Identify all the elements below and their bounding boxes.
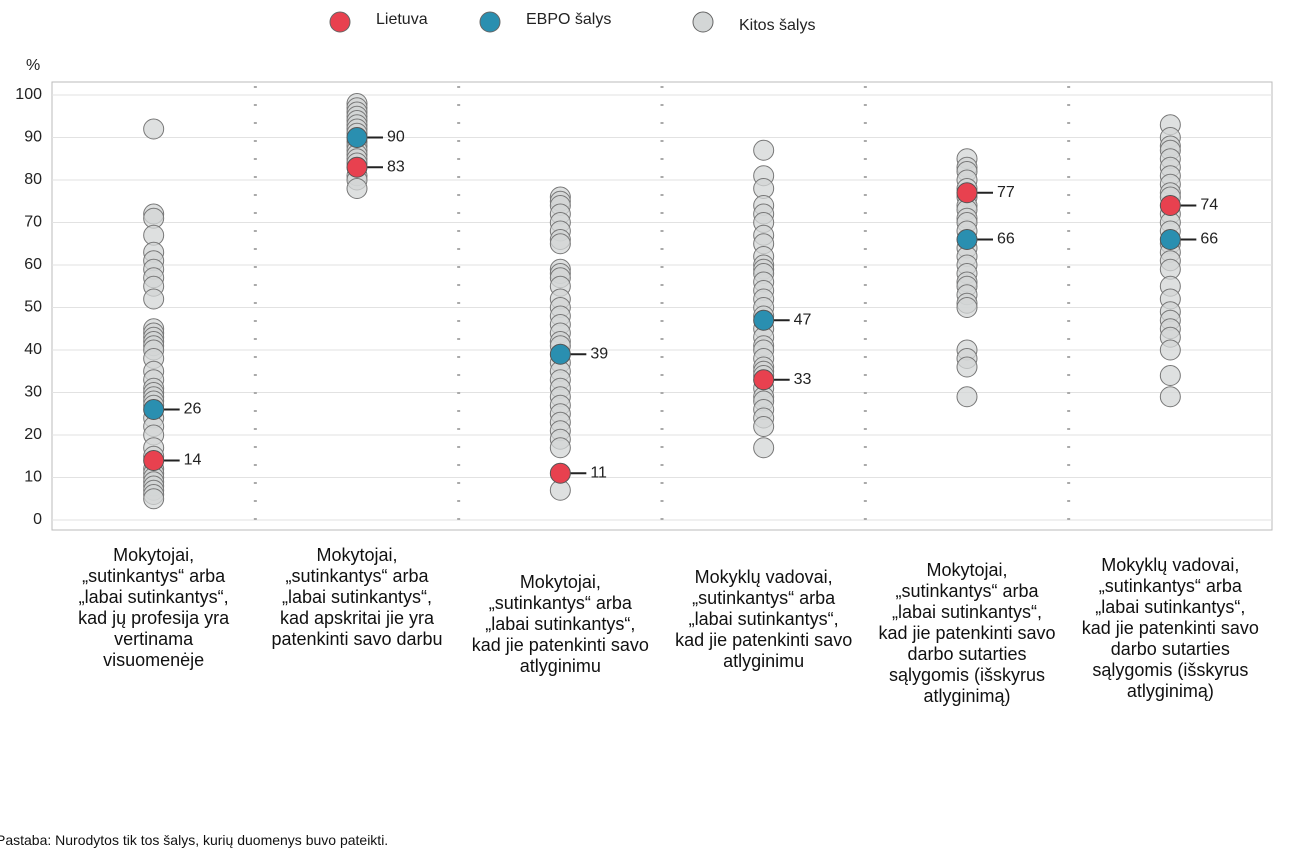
data-label: 11 xyxy=(590,464,607,481)
data-label: 14 xyxy=(184,452,202,469)
y-tick-label: 40 xyxy=(24,341,42,358)
other-country-dot xyxy=(956,386,978,408)
data-label: 66 xyxy=(997,231,1015,248)
other-country-dot xyxy=(143,288,165,310)
data-label: 90 xyxy=(387,129,405,146)
x-tick-label: Mokyklų vadovai, „sutinkantys“ arba „lab… xyxy=(675,567,853,671)
data-label: 26 xyxy=(184,401,202,418)
dot xyxy=(346,127,368,148)
other-country-dot xyxy=(753,139,775,161)
data-label: 66 xyxy=(1200,231,1218,248)
dot xyxy=(1159,229,1181,250)
other-country-dot xyxy=(143,488,165,510)
legend-swatch xyxy=(329,11,351,33)
other-country-dot xyxy=(143,118,165,140)
footnote: Pastaba: Nurodytos tik tos šalys, kurių … xyxy=(0,832,389,848)
dot xyxy=(1159,195,1181,216)
data-label: 83 xyxy=(387,158,405,175)
legend-swatch xyxy=(692,11,714,33)
legend-swatch xyxy=(479,11,501,33)
y-tick-label: 100 xyxy=(15,86,42,103)
legend-label: EBPO šalys xyxy=(526,11,611,28)
dot xyxy=(346,156,368,178)
other-country-dot xyxy=(549,233,571,255)
other-country-dot xyxy=(956,356,978,378)
y-tick-label: 60 xyxy=(24,256,42,273)
other-country-dot xyxy=(753,416,775,437)
dot xyxy=(956,229,978,250)
x-tick-label: Mokytojai, „sutinkantys“ arba „labai sut… xyxy=(78,545,230,670)
y-tick-label: 30 xyxy=(24,384,42,401)
x-tick-label: Mokytojai, „sutinkantys“ arba „labai sut… xyxy=(471,572,649,676)
y-tick-label: 70 xyxy=(24,214,42,231)
data-label: 47 xyxy=(794,311,812,328)
other-country-dot xyxy=(1159,339,1181,361)
other-country-dot xyxy=(956,297,978,318)
data-label: 77 xyxy=(997,184,1015,201)
other-country-dot xyxy=(549,437,571,459)
legend-label: Kitos šalys xyxy=(739,17,815,34)
y-tick-label: 50 xyxy=(24,299,42,316)
data-label: 33 xyxy=(794,371,812,388)
dot xyxy=(143,399,165,420)
dot xyxy=(753,309,775,331)
legend-label: Lietuva xyxy=(376,11,428,28)
y-tick-label: 0 xyxy=(33,511,42,528)
x-tick-label: Mokyklų vadovai, „sutinkantys“ arba „lab… xyxy=(1081,555,1259,701)
x-tick-label: Mokytojai, „sutinkantys“ arba „labai sut… xyxy=(878,560,1056,706)
plot-frame xyxy=(51,81,1273,531)
y-tick-label: 90 xyxy=(24,129,42,146)
data-label: 39 xyxy=(590,345,608,362)
dot xyxy=(753,369,775,391)
other-country-dot xyxy=(346,178,368,199)
other-country-dot xyxy=(1159,365,1181,386)
y-tick-label: 80 xyxy=(24,171,42,188)
dot xyxy=(956,182,978,204)
dot xyxy=(143,450,165,471)
y-axis-label: % xyxy=(26,57,40,74)
dot xyxy=(549,343,571,365)
other-country-dot xyxy=(753,437,775,459)
y-tick-label: 20 xyxy=(24,426,42,443)
y-tick-label: 10 xyxy=(24,469,42,486)
data-label: 74 xyxy=(1200,197,1218,214)
dot xyxy=(549,462,571,484)
other-country-dot xyxy=(1159,386,1181,408)
x-tick-label: Mokytojai, „sutinkantys“ arba „labai sut… xyxy=(271,545,443,649)
